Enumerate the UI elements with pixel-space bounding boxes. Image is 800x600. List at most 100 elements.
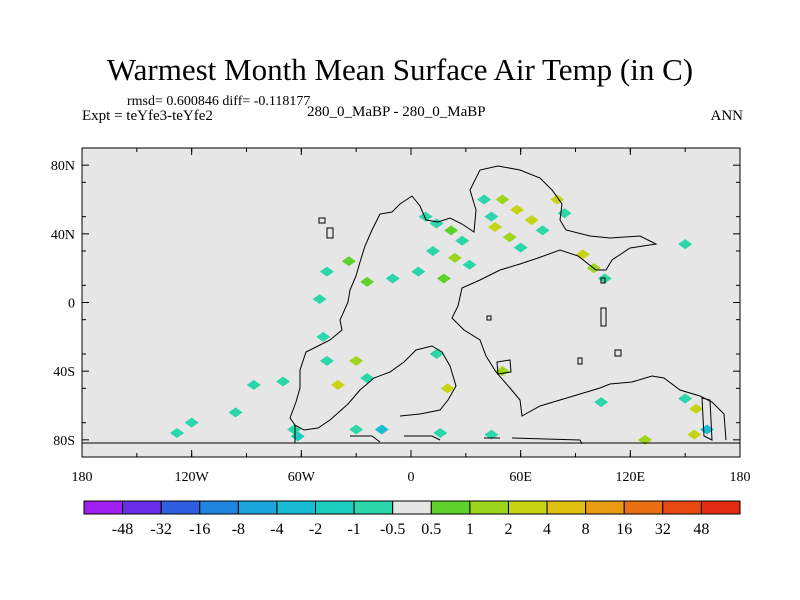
data-cell [425, 246, 440, 256]
data-cell [436, 273, 451, 284]
y-tick-label: 0 [68, 297, 75, 312]
colorbar-label: 16 [616, 521, 632, 538]
colorbar-swatch [199, 500, 239, 515]
data-cell [502, 232, 517, 243]
colorbar-swatch [122, 500, 162, 515]
colorbar-swatch [700, 500, 741, 515]
colorbar-swatch [430, 500, 471, 515]
data-cell [637, 434, 652, 445]
colorbar-swatch [237, 500, 278, 515]
data-cell [455, 235, 470, 246]
colorbar-swatch [507, 500, 548, 515]
colorbar-label: -1 [347, 521, 360, 538]
colorbar: -48 -32 -16 -8 -4 -2 -1 -0.5 0.5 1 2 4 8 16 32 48 [83, 500, 741, 538]
data-cell [349, 424, 364, 435]
data-cell [678, 239, 693, 250]
data-cell [444, 225, 459, 236]
data-cell [418, 211, 433, 222]
data-cell [184, 417, 199, 428]
colorbar-swatch [83, 500, 124, 515]
data-cell [440, 383, 455, 394]
data-cell [287, 424, 302, 435]
y-tick-label: 80N [51, 159, 75, 174]
x-tick-label: 60W [288, 470, 316, 485]
expt-label: Expt = teYfe3-teYfe2 [82, 108, 213, 124]
colorbar-label: 8 [582, 521, 590, 538]
colorbar-label: -2 [309, 521, 322, 538]
data-cell [360, 276, 375, 287]
data-cell [462, 259, 477, 270]
data-cell [689, 403, 704, 414]
data-cell [447, 252, 462, 263]
y-tick-label: 40N [51, 228, 75, 243]
data-cell [477, 194, 492, 205]
data-cell [594, 397, 609, 408]
data-cell [246, 379, 261, 390]
x-tick-label: 120E [616, 470, 646, 485]
data-cell [385, 273, 400, 284]
data-cell [341, 256, 356, 267]
colorbar-swatch [353, 500, 394, 515]
season-label: ANN [710, 108, 744, 124]
data-cell [411, 266, 426, 277]
colorbar-label: 0.5 [421, 521, 441, 538]
colorbar-swatch [585, 500, 625, 515]
data-cell [319, 266, 334, 277]
data-cell [349, 355, 364, 366]
colorbar-swatch [469, 500, 509, 515]
data-cell [513, 242, 528, 253]
colorbar-label: -32 [151, 521, 172, 538]
data-cell [374, 424, 389, 435]
colorbar-label: -8 [232, 521, 245, 538]
data-cell [484, 429, 499, 440]
data-cell [488, 221, 503, 232]
data-cell [678, 393, 693, 404]
x-tick-label: 120W [175, 470, 210, 485]
data-cell [535, 225, 550, 236]
y-tick-label: 80S [53, 434, 75, 449]
x-tick-label: 180 [730, 470, 751, 485]
data-cell [429, 349, 444, 359]
data-cell [510, 204, 525, 215]
data-cell [170, 427, 185, 438]
colorbar-label: -16 [189, 521, 210, 538]
colorbar-label: 1 [466, 521, 474, 538]
data-cell [276, 376, 291, 387]
plot-background [82, 148, 740, 457]
data-cell [319, 355, 334, 366]
data-cell [495, 194, 510, 205]
data-cell [433, 427, 448, 438]
data-cell [687, 429, 702, 440]
data-cell [524, 215, 539, 226]
colorbar-label: -4 [270, 521, 283, 538]
colorbar-label: -0.5 [380, 521, 405, 538]
colorbar-label: 4 [543, 521, 551, 538]
data-cell [312, 294, 327, 305]
colorbar-label: 32 [655, 521, 671, 538]
colorbar-swatch [623, 500, 664, 515]
center-label: 280_0_MaBP - 280_0_MaBP [307, 104, 486, 120]
x-tick-label: 180 [72, 470, 93, 485]
colorbar-swatch [546, 500, 587, 515]
chart-title: Warmest Month Mean Surface Air Temp (in … [106, 52, 694, 87]
colorbar-label: 48 [693, 521, 709, 538]
x-tick-label: 60E [509, 470, 532, 485]
data-cell [484, 211, 499, 222]
data-cell [316, 331, 331, 342]
colorbar-swatch [276, 500, 317, 515]
colorbar-swatch [662, 500, 702, 515]
coastlines [82, 165, 740, 445]
data-cell [330, 379, 345, 390]
stats-label: rmsd= 0.600846 diff= -0.118177 [127, 94, 311, 109]
x-tick-label: 0 [408, 470, 415, 485]
colorbar-label: -48 [112, 521, 133, 538]
data-cell [228, 407, 243, 418]
x-axis: 180 120W 60W 0 60E 120E 180 [72, 148, 751, 485]
colorbar-swatch [315, 500, 355, 515]
y-tick-label: 40S [53, 365, 75, 380]
colorbar-label: 2 [504, 521, 512, 538]
colorbar-swatch [160, 500, 201, 515]
y-axis: 80N 40N 0 40S 80S [51, 147, 740, 458]
colorbar-swatch [392, 500, 432, 515]
